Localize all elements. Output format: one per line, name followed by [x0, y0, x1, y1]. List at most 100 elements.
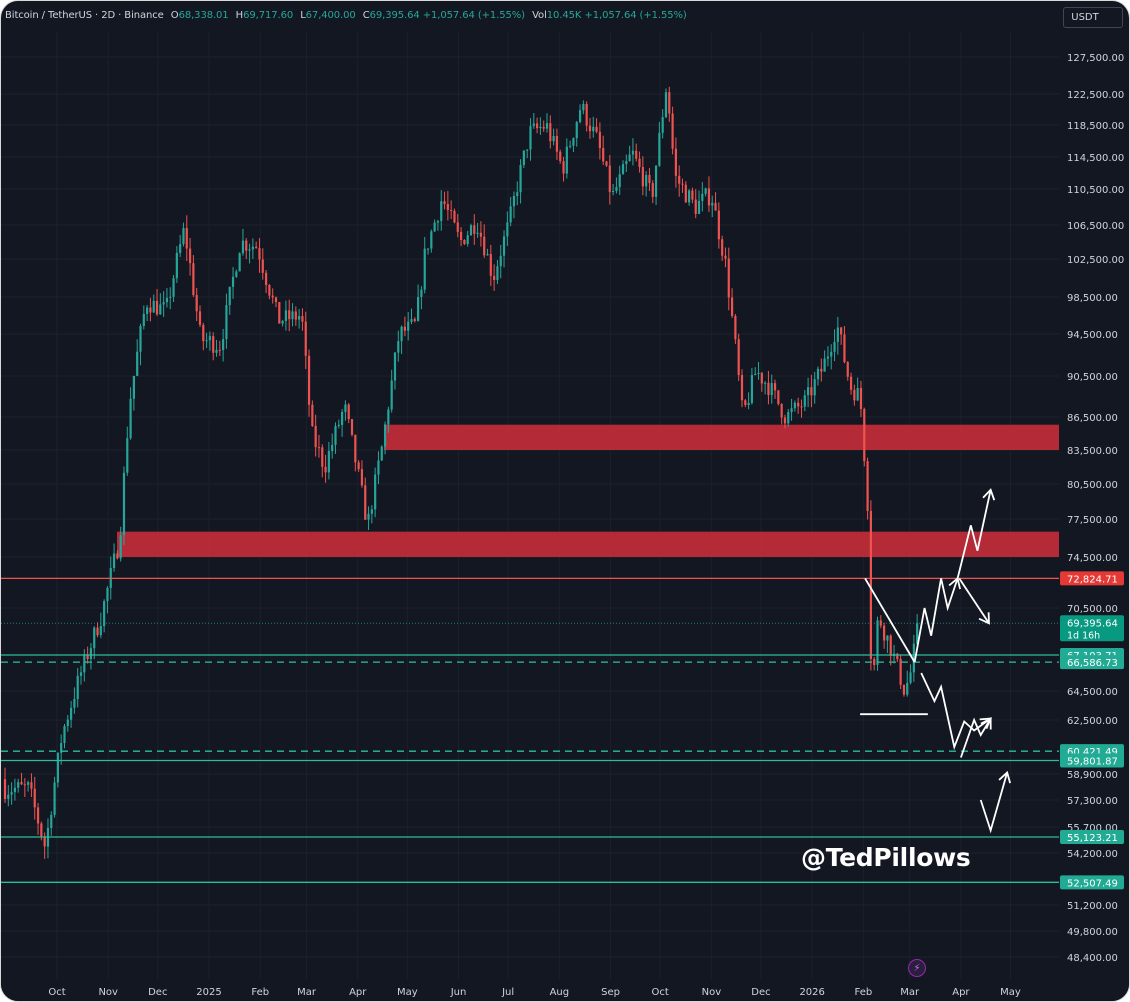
price-tick-label: 54,200.00 [1067, 849, 1118, 860]
price-level-label: 72,824.71 [1067, 574, 1118, 585]
candle [235, 269, 238, 278]
candle [764, 381, 767, 395]
candle [476, 222, 479, 238]
candle [426, 248, 430, 255]
currency-selector[interactable]: USDT [1063, 7, 1123, 28]
arrow-head [978, 612, 990, 625]
candle [63, 723, 66, 749]
candle [688, 188, 691, 206]
candle [433, 219, 436, 233]
projection-path-3[interactable] [913, 578, 959, 663]
candle [651, 180, 654, 204]
candle [826, 346, 830, 367]
candle [737, 333, 740, 382]
resistance-zone-2[interactable] [117, 531, 1059, 557]
candle [638, 151, 641, 173]
candle [572, 137, 575, 153]
resistance-zone-1[interactable] [384, 424, 1059, 450]
candle [367, 506, 370, 531]
candle [79, 665, 83, 685]
candle [218, 340, 221, 356]
candle [205, 332, 208, 349]
candle [248, 243, 251, 264]
price-level-badge[interactable]: 55,123.21 [1060, 829, 1124, 844]
candle [516, 181, 519, 206]
candle [714, 192, 717, 211]
candle [750, 367, 754, 405]
price-tick-label: 98,500.00 [1067, 293, 1118, 304]
candle [473, 214, 476, 245]
candle [185, 215, 188, 262]
candle [648, 167, 651, 192]
price-level-badge[interactable]: 52,507.49 [1060, 875, 1124, 890]
projection-path-6[interactable] [920, 672, 992, 751]
price-level-badge[interactable]: 59,801.87 [1060, 753, 1124, 768]
candle [377, 451, 380, 485]
time-tick-label: Apr [952, 987, 970, 998]
projection-path-8[interactable] [979, 772, 1009, 834]
time-tick-label: Dec [148, 987, 167, 998]
projection-path-7[interactable] [960, 717, 992, 758]
candle [436, 219, 440, 231]
candle [678, 165, 681, 197]
time-tick-label: Apr [349, 987, 367, 998]
candle [30, 773, 33, 798]
candle [707, 176, 711, 213]
candle [602, 135, 605, 166]
candle [390, 369, 393, 413]
candle [727, 247, 730, 311]
candle [816, 366, 820, 386]
candle [228, 286, 231, 315]
projection-path-5[interactable] [958, 577, 990, 624]
candle [843, 326, 846, 364]
candle [671, 106, 674, 155]
candle [169, 287, 172, 310]
candle [806, 377, 810, 408]
projection-path-4[interactable] [956, 489, 992, 579]
symbol-name: Bitcoin / TetherUS · 2D · Binance [5, 10, 164, 21]
candle [506, 211, 509, 247]
candle [820, 358, 823, 382]
candle [559, 149, 562, 164]
price-level-label: 69,395.64 [1067, 618, 1118, 629]
candle [93, 626, 96, 660]
price-tick-label: 106,500.00 [1067, 221, 1124, 232]
candle [215, 339, 218, 357]
candle [615, 177, 618, 194]
candle [754, 367, 757, 376]
candle-countdown-label: 1d 16h [1067, 630, 1100, 641]
candle [400, 325, 403, 354]
candle [83, 649, 86, 682]
candle [493, 264, 496, 291]
candle [747, 392, 750, 410]
time-tick-label: Oct [651, 987, 668, 998]
price-level-badge[interactable]: 66,586.73 [1060, 655, 1124, 670]
candle [691, 187, 694, 204]
candle [635, 143, 638, 162]
candle [767, 370, 770, 405]
candle [334, 422, 337, 454]
candle [757, 361, 760, 380]
candle [238, 252, 241, 272]
candle [3, 767, 7, 803]
candle [661, 109, 664, 139]
candle [146, 304, 149, 322]
close-label: C [362, 10, 370, 21]
time-tick-label: Oct [48, 987, 65, 998]
candle [863, 407, 866, 467]
projection-path-1[interactable] [864, 577, 916, 663]
candle [886, 635, 889, 653]
candle [307, 349, 311, 417]
price-level-badge[interactable]: 72,824.71 [1060, 571, 1124, 586]
close-value: 69,395.64 [369, 10, 420, 21]
price-tick-label: 62,500.00 [1067, 716, 1118, 727]
candle [314, 414, 317, 457]
candle [443, 191, 446, 210]
candle [17, 778, 20, 793]
candle [397, 330, 400, 362]
candle [902, 684, 906, 697]
candle [139, 323, 142, 366]
lightning-icon[interactable]: ⚡ [908, 959, 926, 977]
